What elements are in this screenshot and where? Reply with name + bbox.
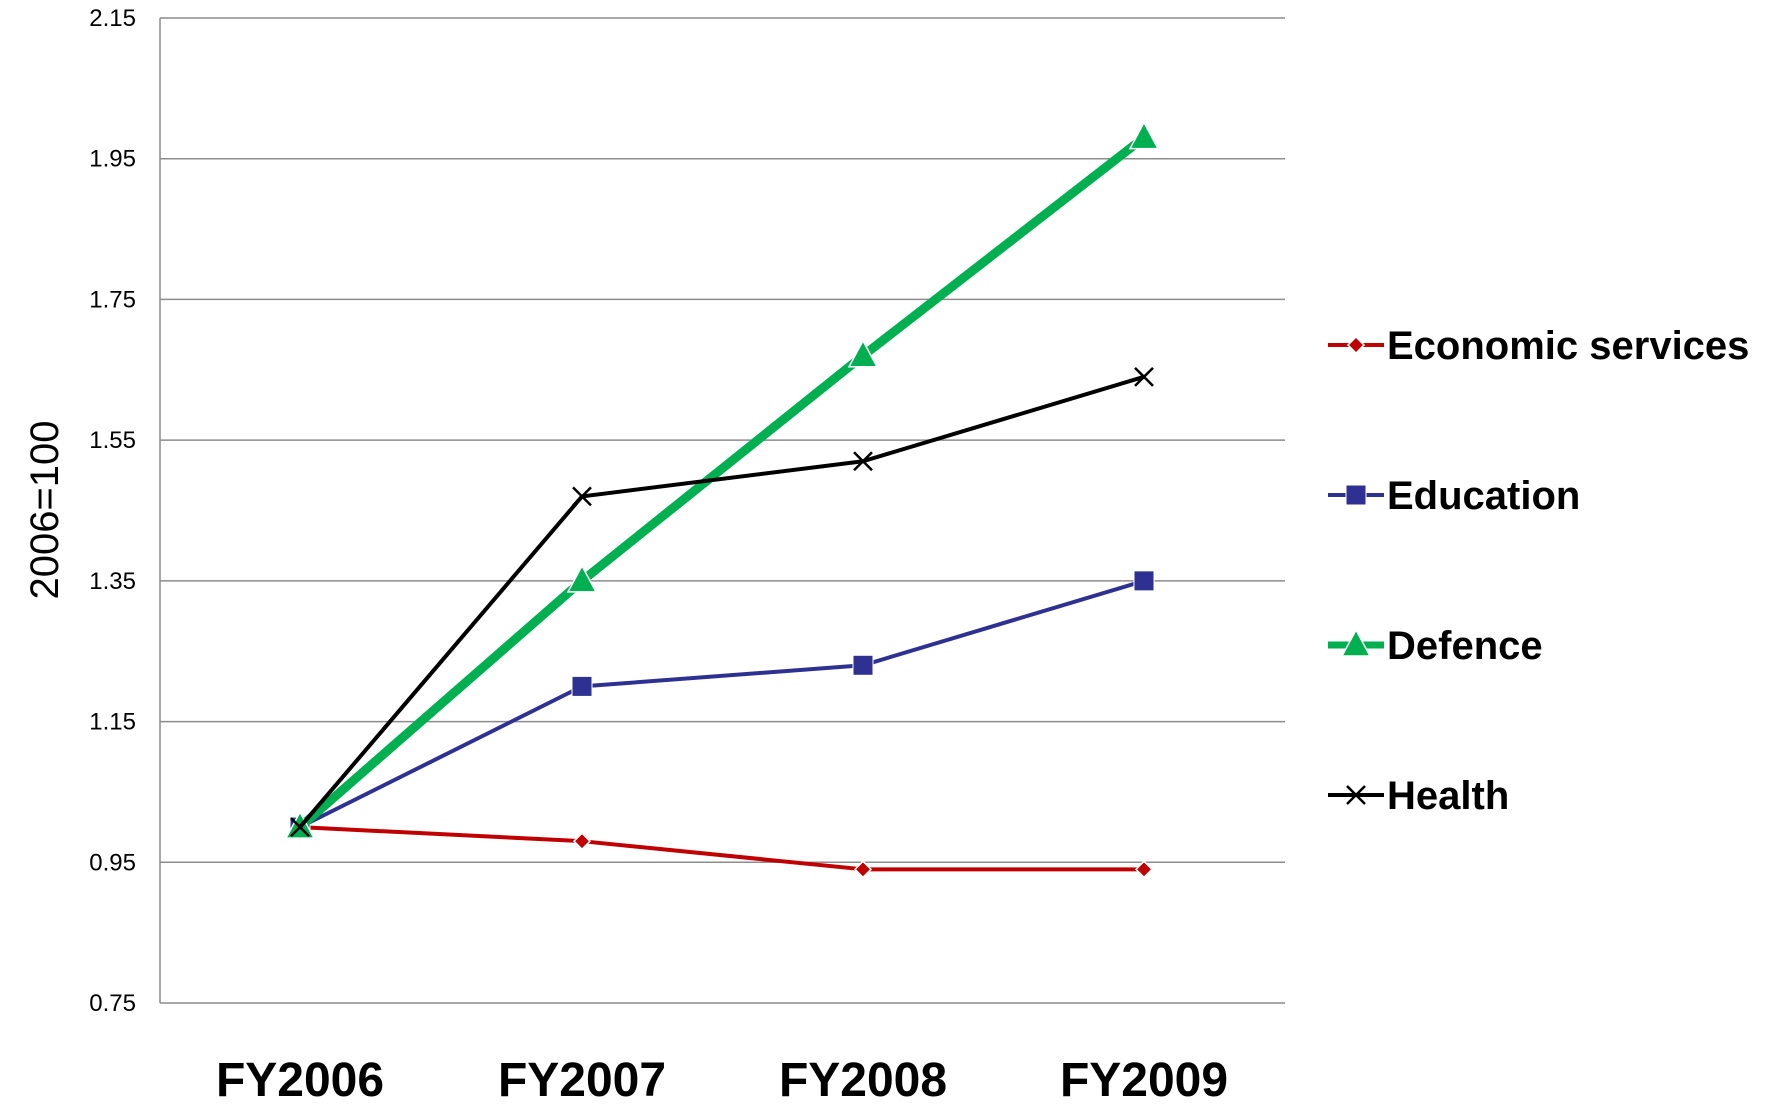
axis-layer	[159, 18, 1285, 1004]
y-tick-label: 1.15	[89, 709, 136, 736]
legend-label: Education	[1387, 474, 1580, 518]
data-point-education	[852, 654, 874, 676]
legend-item-defence: Defence	[1328, 624, 1543, 668]
x-tick-label: FY2006	[216, 1054, 384, 1104]
y-tick-label: 2.15	[89, 5, 136, 32]
x-tick-labels: FY2006 FY2007 FY2008 FY2009	[216, 1054, 1228, 1107]
data-point-economic-services	[853, 860, 873, 879]
legend-item-health: Health	[1328, 774, 1509, 818]
legend-marker-economic-services	[1346, 335, 1366, 355]
data-point-health	[853, 451, 873, 472]
grid-layer	[160, 17, 1285, 864]
series-line-education	[298, 578, 1146, 830]
y-tick-label: 0.95	[89, 849, 136, 876]
data-point-economic-services	[572, 832, 592, 851]
y-tick-label: 1.35	[89, 568, 136, 595]
y-tick-label: 1.95	[89, 146, 136, 173]
data-point-defence	[847, 339, 879, 368]
data-point-health	[572, 486, 592, 507]
series-economic-services	[290, 818, 1154, 879]
series-layer	[284, 121, 1160, 879]
y-axis-title: 2006=100	[23, 420, 67, 599]
data-point-defence	[1128, 121, 1160, 150]
y-tick-label: 0.75	[89, 990, 136, 1017]
legend-marker-health	[1346, 785, 1366, 805]
series-line-health	[298, 374, 1146, 830]
legend-marker-defence	[1340, 628, 1372, 657]
data-point-economic-services	[1134, 860, 1154, 879]
data-point-defence	[566, 564, 598, 593]
y-tick-label: 1.55	[89, 427, 136, 454]
legend-marker-education	[1345, 484, 1367, 506]
series-health	[290, 366, 1154, 837]
data-point-health	[1134, 366, 1154, 387]
data-point-education	[571, 675, 593, 697]
series-defence	[284, 121, 1160, 839]
legend-label: Health	[1387, 774, 1509, 818]
legend-label: Defence	[1387, 624, 1543, 668]
legend-item-economic-services: Economic services	[1328, 324, 1749, 368]
data-point-health	[290, 817, 310, 837]
x-tick-label: FY2008	[779, 1054, 947, 1104]
y-tick-labels: 0.75 0.95 1.15 1.35 1.55 1.75 1.95 2.15	[89, 5, 136, 1017]
y-tick-label: 1.75	[89, 286, 136, 313]
series-line-defence	[295, 133, 1149, 832]
x-tick-label: FY2007	[498, 1054, 666, 1104]
legend-item-education: Education	[1328, 474, 1580, 518]
x-tick-label: FY2009	[1060, 1054, 1228, 1104]
legend-label: Economic services	[1387, 324, 1749, 368]
series-education	[289, 570, 1155, 838]
data-point-education	[1133, 570, 1155, 592]
series-line-economic-services	[298, 825, 1146, 872]
legend: Economic services Education Defence Health	[1328, 324, 1749, 818]
